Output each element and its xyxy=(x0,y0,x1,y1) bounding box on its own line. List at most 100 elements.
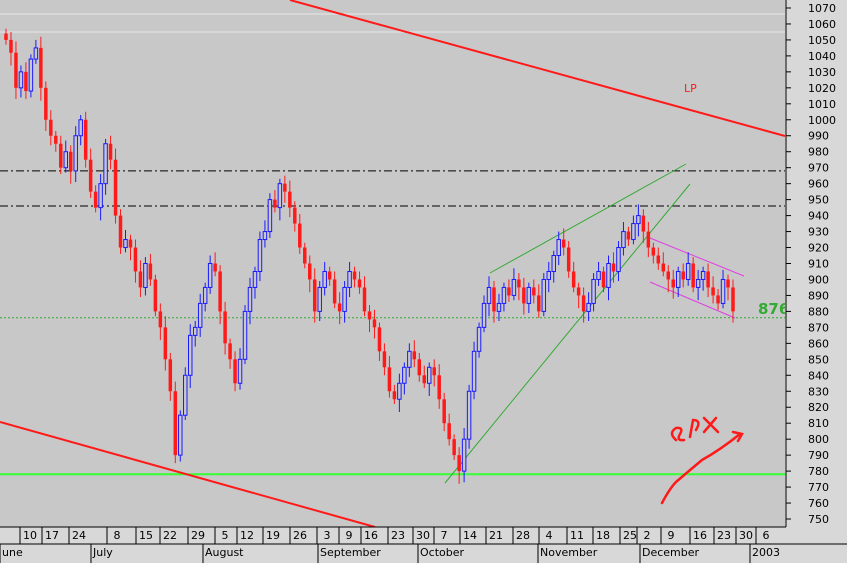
candle xyxy=(288,180,292,218)
candle xyxy=(407,343,412,377)
candle-body xyxy=(337,303,342,312)
candle-body xyxy=(103,143,108,185)
candle-body xyxy=(651,247,656,256)
wedge-upper-line xyxy=(489,163,687,274)
candle xyxy=(631,215,636,245)
candle xyxy=(327,266,332,286)
candle-body xyxy=(636,215,641,225)
x-day-label: 19 xyxy=(266,529,280,542)
candle xyxy=(83,111,88,168)
x-day-label: 16 xyxy=(693,529,707,542)
candle xyxy=(522,277,526,315)
candle xyxy=(695,269,701,301)
y-tick-label: 930 xyxy=(808,226,829,239)
candle-body xyxy=(661,263,666,272)
candle-body xyxy=(83,119,88,160)
y-tick-label: 900 xyxy=(808,273,829,286)
candle-body xyxy=(377,327,382,352)
candle-body xyxy=(347,270,352,288)
candle xyxy=(526,282,532,314)
candle xyxy=(437,364,441,409)
x-day-label: 5 xyxy=(222,529,229,542)
candle-body xyxy=(24,71,28,92)
candle-body xyxy=(407,350,412,368)
candle xyxy=(685,252,691,286)
candle-body xyxy=(511,278,517,296)
candle xyxy=(267,193,273,238)
y-tick-label: 860 xyxy=(808,337,829,350)
x-day-label: 14 xyxy=(463,529,477,542)
x-axis: 10 17 24 8 15 22 29 5 12 19 26 3 9 16 23 30 7 14 21 28 4 11 18… xyxy=(0,526,847,563)
candle-body xyxy=(118,215,123,248)
candle xyxy=(228,338,232,369)
candle xyxy=(262,220,268,248)
candle-body xyxy=(695,278,701,288)
trend-lines-layer xyxy=(0,0,786,528)
candle xyxy=(442,392,446,432)
candle xyxy=(601,266,606,293)
candle xyxy=(387,356,392,398)
candle-body xyxy=(233,359,237,384)
x-day-label: 30 xyxy=(739,529,753,542)
candle xyxy=(720,269,726,309)
candle-body xyxy=(526,286,532,304)
candle-body xyxy=(283,183,287,192)
candle-body xyxy=(44,87,48,120)
candle xyxy=(308,255,312,293)
candle-body xyxy=(517,279,521,288)
x-month-label: September xyxy=(320,546,381,559)
candle-body xyxy=(432,367,436,376)
candle-body xyxy=(591,278,596,304)
candle-body xyxy=(332,279,337,304)
candle xyxy=(223,301,227,355)
x-month-label: une xyxy=(2,546,23,559)
candle xyxy=(481,295,487,333)
candle xyxy=(486,276,492,317)
candle-body xyxy=(581,295,586,312)
candle-body xyxy=(252,270,258,288)
candle xyxy=(148,253,153,286)
candle-body xyxy=(237,358,243,384)
y-tick-label: 750 xyxy=(808,513,829,526)
candle-body xyxy=(566,247,571,272)
candle-body xyxy=(501,286,507,304)
y-tick-label: 970 xyxy=(808,162,829,175)
x-axis-panel xyxy=(0,527,847,563)
candle-body xyxy=(183,374,188,416)
candle xyxy=(546,261,552,293)
candle xyxy=(556,231,561,266)
y-tick-label: 1070 xyxy=(808,2,836,15)
candle xyxy=(731,279,735,323)
candle xyxy=(133,239,138,283)
candle xyxy=(317,281,322,321)
y-tick-label: 820 xyxy=(808,401,829,414)
candle xyxy=(517,273,521,301)
candle xyxy=(561,228,566,256)
candle xyxy=(691,257,695,293)
candle-body xyxy=(308,263,312,280)
candle-body xyxy=(247,286,253,312)
candle-body xyxy=(257,239,263,272)
x-day-label: 8 xyxy=(114,529,121,542)
candle-body xyxy=(54,135,58,144)
candle xyxy=(103,138,108,195)
spx-letter-x xyxy=(702,416,720,434)
candle-body xyxy=(187,334,193,376)
annotations-layer: 876 LP SPX xyxy=(660,82,789,505)
candle-body xyxy=(39,47,43,88)
candle-body xyxy=(427,366,432,384)
candle-body xyxy=(173,391,178,456)
candle-body xyxy=(18,71,24,89)
candle-body xyxy=(586,302,591,312)
candle-body xyxy=(372,319,377,328)
x-day-label: 30 xyxy=(416,529,430,542)
candle xyxy=(78,114,83,146)
x-day-label: 6 xyxy=(763,529,770,542)
candle xyxy=(661,252,666,277)
candle-body xyxy=(312,279,317,312)
candle-body xyxy=(671,279,675,288)
candle-body xyxy=(606,263,611,288)
candle xyxy=(98,174,103,221)
candle-body xyxy=(4,33,8,40)
